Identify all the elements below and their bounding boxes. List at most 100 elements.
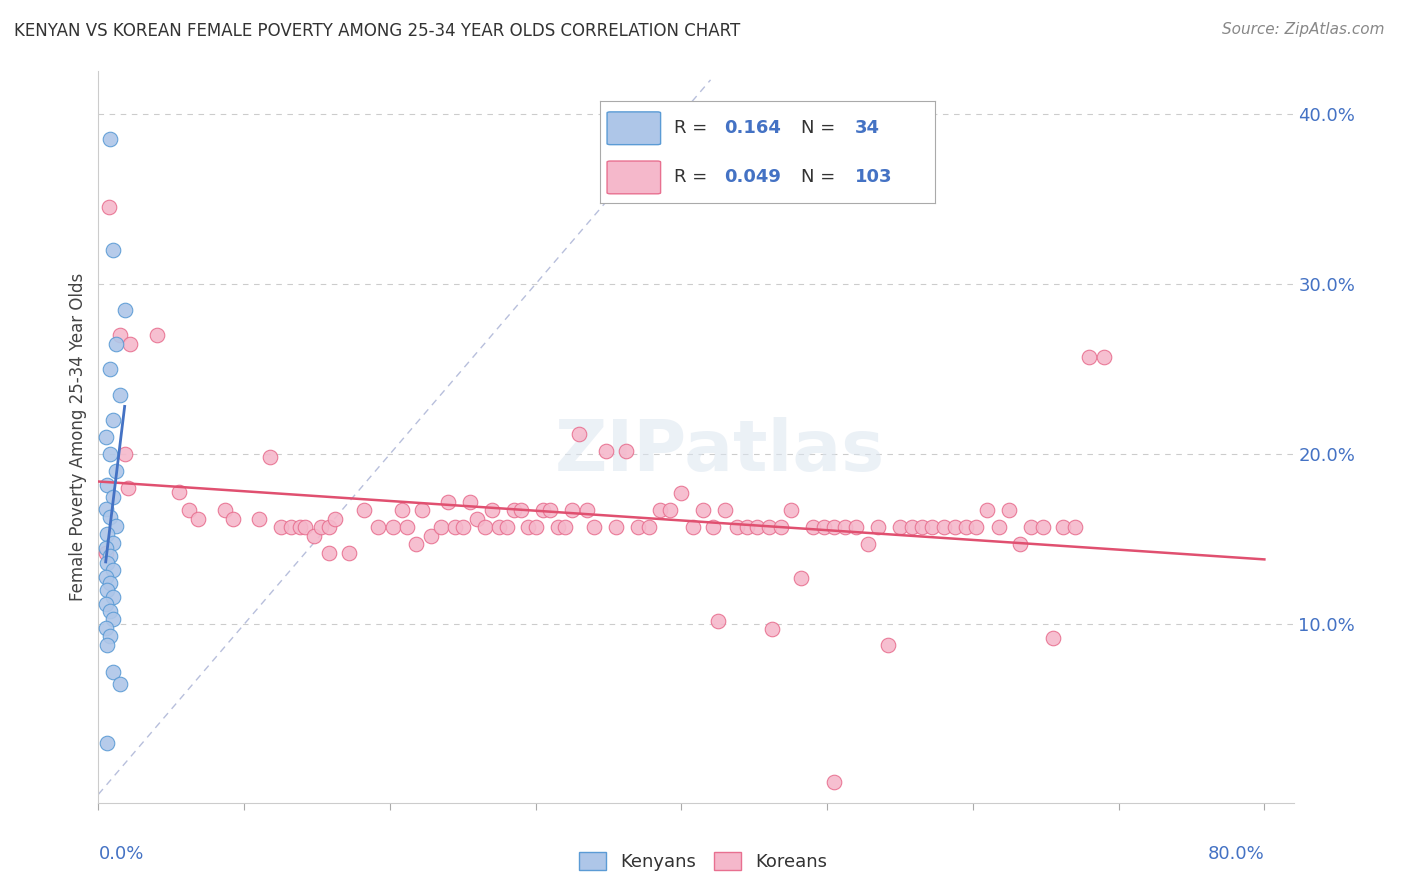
Point xyxy=(98,362,121,376)
Y-axis label: Female Poverty Among 25-34 Year Olds: Female Poverty Among 25-34 Year Olds xyxy=(69,273,87,601)
Point xyxy=(517,520,540,534)
Point xyxy=(790,571,813,585)
Point xyxy=(714,503,737,517)
Point xyxy=(988,520,1011,534)
Point xyxy=(707,614,730,628)
Text: 0.0%: 0.0% xyxy=(98,846,143,863)
Point xyxy=(280,520,302,534)
Point xyxy=(396,520,419,534)
Point xyxy=(531,503,554,517)
Point xyxy=(94,569,117,583)
Point xyxy=(288,520,311,534)
Point xyxy=(547,520,569,534)
Point xyxy=(1008,537,1031,551)
Point xyxy=(1042,631,1064,645)
Point xyxy=(1078,350,1101,364)
Point xyxy=(110,328,132,343)
Point xyxy=(554,520,576,534)
Point xyxy=(856,537,879,551)
Point xyxy=(998,503,1021,517)
Text: ZIPatlas: ZIPatlas xyxy=(555,417,884,486)
Text: KENYAN VS KOREAN FEMALE POVERTY AMONG 25-34 YEAR OLDS CORRELATION CHART: KENYAN VS KOREAN FEMALE POVERTY AMONG 25… xyxy=(14,22,741,40)
Point xyxy=(96,477,118,491)
Point xyxy=(145,328,167,343)
Point xyxy=(458,494,481,508)
Point xyxy=(323,512,346,526)
Point xyxy=(101,590,124,604)
Point xyxy=(451,520,474,534)
Point xyxy=(1032,520,1054,534)
Point xyxy=(96,556,118,570)
Point xyxy=(779,503,801,517)
Point xyxy=(302,529,325,543)
Point xyxy=(98,604,121,618)
Point xyxy=(702,520,724,534)
Point xyxy=(889,520,911,534)
Point xyxy=(758,520,780,534)
Point xyxy=(318,546,340,560)
Point xyxy=(101,490,124,504)
Point xyxy=(627,520,650,534)
Point xyxy=(671,486,693,500)
Point xyxy=(1092,350,1115,364)
Point xyxy=(801,520,824,534)
Point xyxy=(96,583,118,598)
Point xyxy=(353,503,375,517)
Point xyxy=(101,243,124,257)
Point xyxy=(214,503,236,517)
Point xyxy=(921,520,943,534)
Point xyxy=(270,520,292,534)
Point xyxy=(481,503,503,517)
Point xyxy=(247,512,270,526)
Point xyxy=(337,546,360,560)
Point xyxy=(692,503,714,517)
Text: Source: ZipAtlas.com: Source: ZipAtlas.com xyxy=(1222,22,1385,37)
Point xyxy=(94,546,117,560)
Point xyxy=(98,510,121,524)
Point xyxy=(110,387,132,401)
Legend: Kenyans, Koreans: Kenyans, Koreans xyxy=(571,845,835,879)
Point xyxy=(582,520,605,534)
Point xyxy=(391,503,413,517)
Point xyxy=(94,501,117,516)
Point xyxy=(101,413,124,427)
Point xyxy=(114,447,136,461)
Point xyxy=(98,576,121,591)
Point xyxy=(101,535,124,549)
Point xyxy=(1019,520,1042,534)
Point xyxy=(114,302,136,317)
Point xyxy=(510,503,533,517)
Point xyxy=(444,520,467,534)
Point xyxy=(524,520,547,534)
Point xyxy=(932,520,955,534)
Point xyxy=(104,336,127,351)
Point xyxy=(94,430,117,444)
Point xyxy=(96,736,118,750)
Point xyxy=(976,503,998,517)
Point xyxy=(682,520,704,534)
Point xyxy=(1064,520,1087,534)
Point xyxy=(186,512,208,526)
Point xyxy=(495,520,517,534)
Point xyxy=(94,597,117,611)
Point xyxy=(877,638,900,652)
Point xyxy=(177,503,200,517)
Point xyxy=(101,612,124,626)
Point xyxy=(638,520,661,534)
Text: 80.0%: 80.0% xyxy=(1208,846,1264,863)
Point xyxy=(411,503,433,517)
Point xyxy=(94,541,117,555)
Point xyxy=(561,503,583,517)
Point xyxy=(97,201,120,215)
Point xyxy=(868,520,890,534)
Point xyxy=(614,443,637,458)
Point xyxy=(96,527,118,541)
Point xyxy=(1052,520,1074,534)
Point xyxy=(259,450,281,465)
Point xyxy=(845,520,868,534)
Point xyxy=(104,464,127,478)
Point xyxy=(98,629,121,643)
Point xyxy=(575,503,598,517)
Point xyxy=(104,518,127,533)
Point xyxy=(813,520,835,534)
